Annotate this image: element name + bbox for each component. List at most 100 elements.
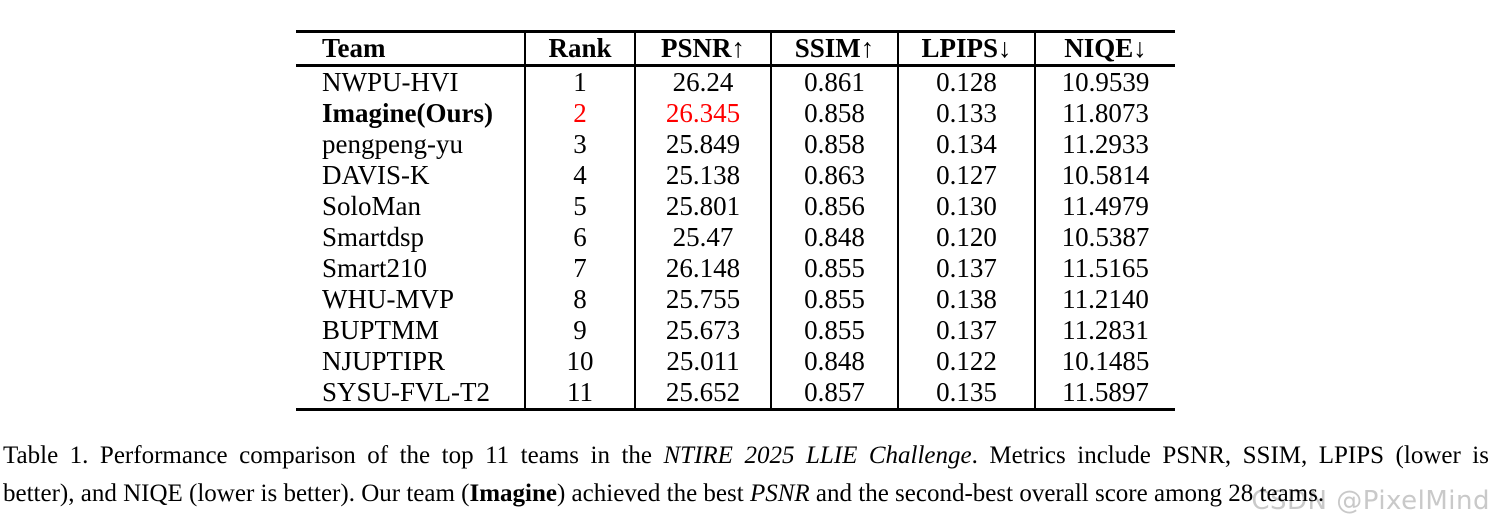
cell-lpips: 0.127 xyxy=(897,160,1035,191)
caption-metric-name: PSNR xyxy=(749,480,810,507)
cell-niqe: 11.4979 xyxy=(1034,191,1175,222)
cell-rank: 4 xyxy=(524,160,635,191)
cell-niqe: 10.1485 xyxy=(1034,346,1175,377)
table-row: SoloMan 5 25.801 0.856 0.130 11.4979 xyxy=(296,191,1175,222)
caption-line-2: better), and NIQE (lower is better). Our… xyxy=(3,475,1489,513)
cell-rank: 11 xyxy=(524,377,635,410)
cell-psnr: 26.24 xyxy=(634,65,771,98)
csdn-watermark: CSDN @PixelMind xyxy=(1251,486,1490,516)
cell-ssim: 0.855 xyxy=(770,284,898,315)
header-row: Team Rank PSNR↑ SSIM↑ LPIPS↓ NIQE↓ xyxy=(296,31,1175,67)
col-header-rank: Rank xyxy=(524,31,635,67)
cell-ssim: 0.848 xyxy=(770,346,898,377)
cell-niqe: 11.2140 xyxy=(1034,284,1175,315)
cell-lpips: 0.122 xyxy=(897,346,1035,377)
cell-team: SYSU-FVL-T2 xyxy=(322,377,491,407)
cell-psnr: 25.801 xyxy=(634,191,771,222)
table-row: SYSU-FVL-T2 11 25.652 0.857 0.135 11.5897 xyxy=(296,377,1175,410)
cell-ssim: 0.857 xyxy=(770,377,898,410)
cell-niqe: 11.8073 xyxy=(1034,98,1175,129)
cell-niqe: 11.5165 xyxy=(1034,253,1175,284)
cell-team: SoloMan xyxy=(322,191,422,221)
cell-team: Smart210 xyxy=(322,253,427,283)
cell-lpips: 0.128 xyxy=(897,65,1035,98)
cell-psnr: 25.138 xyxy=(634,160,771,191)
table-body: NWPU-HVI 1 26.24 0.861 0.128 10.9539 Imagine(O… xyxy=(296,65,1175,410)
caption-text: . Metrics include PSNR, SSIM, LPIPS (low… xyxy=(971,442,1489,469)
cell-rank: 10 xyxy=(524,346,635,377)
cell-psnr: 25.47 xyxy=(634,222,771,253)
table-row: Imagine(Ours) 2 26.345 0.858 0.133 11.8073 xyxy=(296,98,1175,129)
cell-ssim: 0.861 xyxy=(770,65,898,98)
cell-ssim: 0.858 xyxy=(770,98,898,129)
caption-challenge-name: NTIRE 2025 LLIE Challenge xyxy=(663,442,972,469)
cell-psnr: 25.755 xyxy=(634,284,771,315)
cell-team: NWPU-HVI xyxy=(322,67,459,97)
cell-psnr: 26.148 xyxy=(634,253,771,284)
cell-lpips: 0.133 xyxy=(897,98,1035,129)
cell-team: Imagine(Ours) xyxy=(322,98,493,128)
cell-team: DAVIS-K xyxy=(322,160,430,190)
cell-niqe: 11.2831 xyxy=(1034,315,1175,346)
table-row: pengpeng-yu 3 25.849 0.858 0.134 11.2933 xyxy=(296,129,1175,160)
cell-psnr: 26.345 xyxy=(634,98,771,129)
table-row: NWPU-HVI 1 26.24 0.861 0.128 10.9539 xyxy=(296,65,1175,98)
cell-team: NJUPTIPR xyxy=(322,346,446,376)
caption-text: Table 1. Performance comparison of the t… xyxy=(3,442,664,469)
cell-lpips: 0.137 xyxy=(897,315,1035,346)
cell-rank: 7 xyxy=(524,253,635,284)
cell-lpips: 0.120 xyxy=(897,222,1035,253)
cell-lpips: 0.135 xyxy=(897,377,1035,410)
cell-ssim: 0.856 xyxy=(770,191,898,222)
cell-rank: 2 xyxy=(524,98,635,129)
cell-ssim: 0.855 xyxy=(770,315,898,346)
col-header-ssim: SSIM↑ xyxy=(770,31,898,67)
table-row: DAVIS-K 4 25.138 0.863 0.127 10.5814 xyxy=(296,160,1175,191)
cell-lpips: 0.134 xyxy=(897,129,1035,160)
cell-lpips: 0.137 xyxy=(897,253,1035,284)
col-header-niqe: NIQE↓ xyxy=(1034,31,1175,67)
cell-psnr: 25.673 xyxy=(634,315,771,346)
cell-lpips: 0.130 xyxy=(897,191,1035,222)
cell-rank: 9 xyxy=(524,315,635,346)
cell-niqe: 10.5387 xyxy=(1034,222,1175,253)
cell-ssim: 0.863 xyxy=(770,160,898,191)
cell-ssim: 0.855 xyxy=(770,253,898,284)
table-row: Smart210 7 26.148 0.855 0.137 11.5165 xyxy=(296,253,1175,284)
cell-team: Smartdsp xyxy=(322,222,425,252)
cell-niqe: 11.2933 xyxy=(1034,129,1175,160)
col-header-lpips: LPIPS↓ xyxy=(897,31,1035,67)
caption-line-1: Table 1. Performance comparison of the t… xyxy=(3,437,1489,475)
cell-ssim: 0.848 xyxy=(770,222,898,253)
caption-text: better), and NIQE (lower is better). Our… xyxy=(3,480,470,507)
caption-text: and the second-best overall score among … xyxy=(809,480,1325,507)
col-header-team: Team xyxy=(296,31,525,67)
cell-team: WHU-MVP xyxy=(322,284,454,314)
table-header: Team Rank PSNR↑ SSIM↑ LPIPS↓ NIQE↓ xyxy=(296,31,1175,67)
table-caption: Table 1. Performance comparison of the t… xyxy=(3,437,1489,513)
table-row: BUPTMM 9 25.673 0.855 0.137 11.2831 xyxy=(296,315,1175,346)
cell-psnr: 25.011 xyxy=(634,346,771,377)
cell-rank: 3 xyxy=(524,129,635,160)
cell-rank: 6 xyxy=(524,222,635,253)
cell-psnr: 25.652 xyxy=(634,377,771,410)
results-table: Team Rank PSNR↑ SSIM↑ LPIPS↓ NIQE↓ NWPU-… xyxy=(296,30,1175,411)
cell-team: BUPTMM xyxy=(322,315,440,345)
cell-rank: 1 xyxy=(524,65,635,98)
cell-rank: 5 xyxy=(524,191,635,222)
cell-team: pengpeng-yu xyxy=(322,129,463,159)
cell-lpips: 0.138 xyxy=(897,284,1035,315)
table-row: Smartdsp 6 25.47 0.848 0.120 10.5387 xyxy=(296,222,1175,253)
cell-niqe: 10.9539 xyxy=(1034,65,1175,98)
table-row: WHU-MVP 8 25.755 0.855 0.138 11.2140 xyxy=(296,284,1175,315)
cell-rank: 8 xyxy=(524,284,635,315)
cell-niqe: 10.5814 xyxy=(1034,160,1175,191)
cell-ssim: 0.858 xyxy=(770,129,898,160)
cell-psnr: 25.849 xyxy=(634,129,771,160)
cell-niqe: 11.5897 xyxy=(1034,377,1175,410)
caption-team-name: Imagine xyxy=(469,480,557,507)
caption-text: ) achieved the best xyxy=(556,480,750,507)
col-header-psnr: PSNR↑ xyxy=(634,31,771,67)
table-row: NJUPTIPR 10 25.011 0.848 0.122 10.1485 xyxy=(296,346,1175,377)
